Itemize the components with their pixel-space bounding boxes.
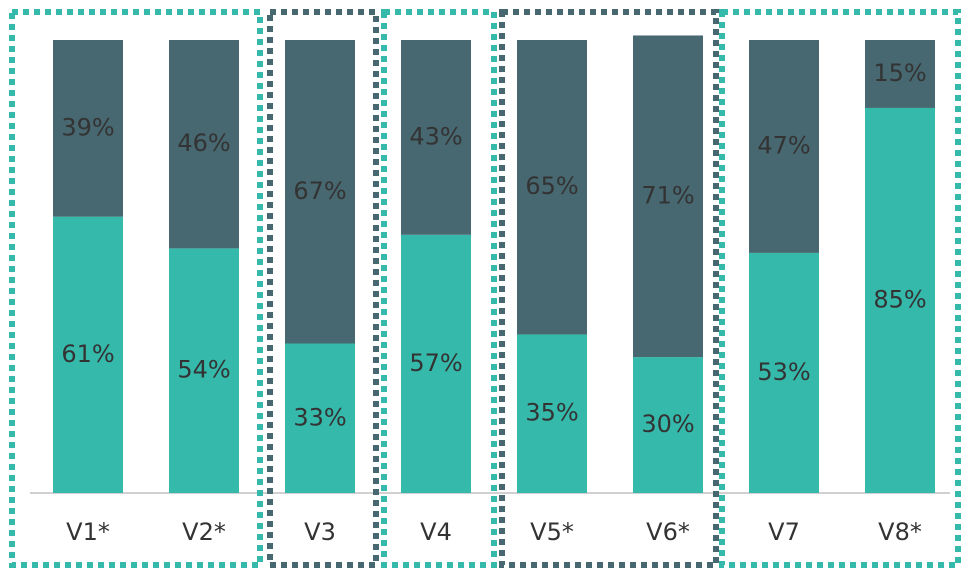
data-label: 33% bbox=[293, 403, 346, 431]
data-label: 71% bbox=[641, 181, 694, 209]
data-label: 85% bbox=[873, 285, 926, 313]
bar-segment bbox=[633, 357, 703, 493]
data-label: 39% bbox=[61, 113, 114, 141]
bar-segment bbox=[53, 40, 123, 217]
group-box bbox=[381, 9, 497, 568]
data-label: 43% bbox=[409, 122, 462, 150]
x-tick-label: V1* bbox=[66, 518, 110, 546]
group-box bbox=[9, 9, 263, 568]
group-box bbox=[499, 9, 719, 568]
bar-segment bbox=[517, 334, 587, 493]
x-tick-label: V8* bbox=[878, 518, 922, 546]
x-tick-label: V5* bbox=[530, 518, 574, 546]
bar-segment bbox=[865, 40, 935, 108]
bar-segment bbox=[169, 248, 239, 493]
bar-segment bbox=[285, 40, 355, 344]
data-label: 47% bbox=[757, 131, 810, 159]
x-tick-label: V2* bbox=[182, 518, 226, 546]
x-tick-label: V4 bbox=[420, 518, 452, 546]
data-label: 46% bbox=[177, 129, 230, 157]
bar-segment bbox=[53, 216, 123, 494]
bar-segment bbox=[401, 40, 471, 235]
data-label: 30% bbox=[641, 410, 694, 438]
bar-segment bbox=[865, 107, 935, 493]
data-label: 67% bbox=[293, 177, 346, 205]
data-label: 35% bbox=[525, 399, 578, 427]
data-label: 65% bbox=[525, 172, 578, 200]
x-tick-label: V6* bbox=[646, 518, 690, 546]
data-label: 15% bbox=[873, 59, 926, 87]
data-label: 53% bbox=[757, 358, 810, 386]
data-label: 61% bbox=[61, 340, 114, 368]
x-tick-label: V3 bbox=[304, 518, 336, 546]
data-label: 57% bbox=[409, 349, 462, 377]
data-label: 54% bbox=[177, 356, 230, 384]
bar-segment bbox=[169, 40, 239, 249]
bar-segment bbox=[749, 40, 819, 253]
bar-segment bbox=[517, 40, 587, 335]
bar-segment bbox=[633, 35, 703, 358]
x-tick-label: V7 bbox=[768, 518, 800, 546]
group-box bbox=[719, 9, 961, 568]
bar-segment bbox=[401, 234, 471, 494]
bar-segment bbox=[749, 252, 819, 493]
bar-segment bbox=[285, 343, 355, 493]
